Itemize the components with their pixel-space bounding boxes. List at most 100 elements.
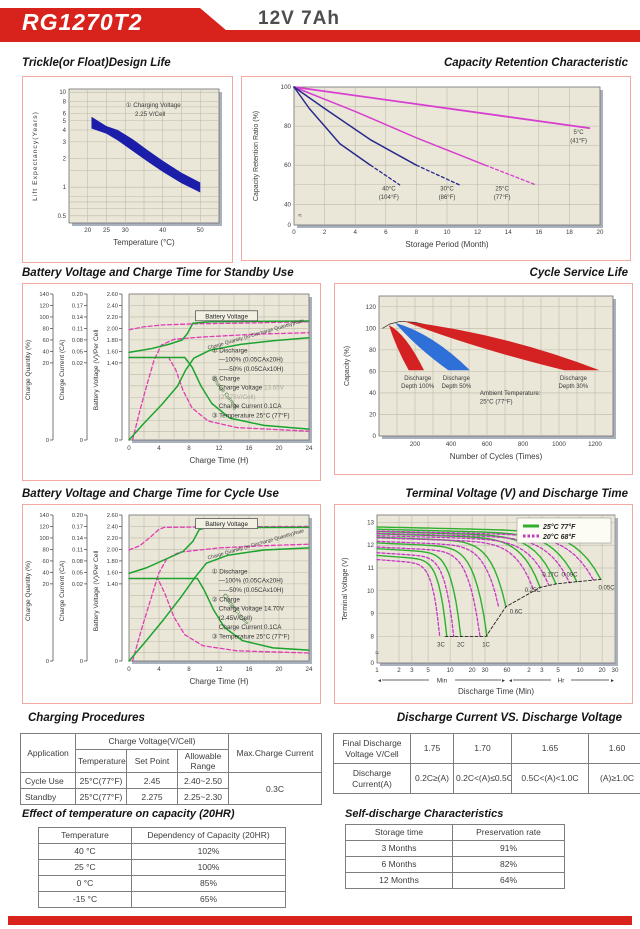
svg-text:20: 20 xyxy=(599,667,606,674)
svg-text:2.40: 2.40 xyxy=(107,524,118,530)
svg-text:20: 20 xyxy=(43,582,49,588)
svg-text:14: 14 xyxy=(505,229,512,236)
svg-text:Battery Voltage (V)/Per Cell: Battery Voltage (V)/Per Cell xyxy=(93,329,100,410)
svg-text:0: 0 xyxy=(46,659,49,665)
svg-text:Charge Voltage 14.70V: Charge Voltage 14.70V xyxy=(219,606,285,613)
svg-text:Ambient Temperature:: Ambient Temperature: xyxy=(480,390,541,397)
cell: Standby xyxy=(20,788,76,806)
svg-text:600: 600 xyxy=(482,441,493,448)
svg-text:5: 5 xyxy=(63,119,67,125)
svg-text:① Charging Voltage: ① Charging Voltage xyxy=(126,102,181,109)
svg-text:Min: Min xyxy=(437,678,448,685)
cell: 64% xyxy=(452,872,565,889)
panel-cycle-life: 0 20 40 60 80 100 120 200 400 600 800 1000 1200 Disch… xyxy=(334,283,633,475)
cell: 85% xyxy=(131,875,286,892)
header-cell: Set Point xyxy=(126,748,178,774)
footer-stripe xyxy=(8,916,632,925)
svg-text:30: 30 xyxy=(612,667,619,674)
svg-text:6: 6 xyxy=(384,229,388,236)
svg-text:8: 8 xyxy=(187,445,191,452)
title-design-life: Trickle(or Float)Design Life xyxy=(22,57,171,69)
svg-text:8: 8 xyxy=(415,229,419,236)
self-discharge-table: Storage time Preservation rate 3 Months 9… xyxy=(345,824,565,889)
svg-text:0.09C: 0.09C xyxy=(562,573,579,579)
cell: (A)≥1.0C xyxy=(588,763,640,794)
header-cell: Temperature xyxy=(75,748,127,774)
svg-text:20: 20 xyxy=(84,227,91,234)
svg-text:2C: 2C xyxy=(457,642,465,648)
svg-text:0.20: 0.20 xyxy=(72,513,83,519)
svg-text:1.80: 1.80 xyxy=(107,559,118,565)
svg-text:12: 12 xyxy=(216,445,223,452)
svg-text:Discharge: Discharge xyxy=(443,376,471,382)
svg-text:Charge Quantity (%): Charge Quantity (%) xyxy=(25,340,32,400)
svg-text:►: ► xyxy=(610,678,615,684)
title-self-discharge: Self-discharge Characteristics xyxy=(345,808,504,820)
svg-text:1.40: 1.40 xyxy=(107,582,118,588)
table-row: Cycle Use 25°C(77°F) 2.45 2.40~2.50 0.3C xyxy=(20,772,322,806)
svg-text:24: 24 xyxy=(306,666,313,673)
svg-text:2.60: 2.60 xyxy=(107,292,118,298)
svg-text:16: 16 xyxy=(246,445,253,452)
svg-text:≈: ≈ xyxy=(298,212,302,219)
table-row: 12 Months 64% xyxy=(345,872,565,889)
svg-text:0.02: 0.02 xyxy=(72,582,83,588)
svg-text:80: 80 xyxy=(43,547,49,553)
svg-text:1200: 1200 xyxy=(588,441,602,448)
svg-text:1: 1 xyxy=(63,185,67,191)
svg-text:—100% (0.05CAx20H): —100% (0.05CAx20H) xyxy=(219,357,283,364)
svg-text:2.40: 2.40 xyxy=(107,303,118,309)
table-row: Standby 25°C(77°F) 2.275 2.25~2.30 xyxy=(20,788,322,806)
svg-text:Capacity Retention Ratio (%): Capacity Retention Ratio (%) xyxy=(253,111,260,201)
svg-text:40: 40 xyxy=(43,349,49,355)
svg-text:③ Temperature 25°C (77°F): ③ Temperature 25°C (77°F) xyxy=(212,412,290,420)
svg-text:40: 40 xyxy=(284,201,291,208)
table-row: 6 Months 82% xyxy=(345,856,565,873)
svg-text:① Discharge: ① Discharge xyxy=(212,568,248,575)
svg-text:② Charge: ② Charge xyxy=(212,596,241,603)
svg-text:4: 4 xyxy=(157,666,161,673)
svg-text:3C: 3C xyxy=(437,642,445,648)
svg-text:800: 800 xyxy=(518,441,529,448)
svg-text:18: 18 xyxy=(566,229,573,236)
svg-text:8: 8 xyxy=(63,99,67,105)
svg-text:Charge Current (CA): Charge Current (CA) xyxy=(59,561,66,622)
svg-text:Capacity (%): Capacity (%) xyxy=(344,346,351,386)
svg-text:Depth 50%: Depth 50% xyxy=(442,384,472,390)
svg-text:5°C: 5°C xyxy=(574,130,585,136)
svg-text:120: 120 xyxy=(39,524,49,530)
svg-text:0.5: 0.5 xyxy=(58,214,67,220)
cell: 1.75 xyxy=(410,733,454,764)
svg-text:120: 120 xyxy=(39,303,49,309)
svg-text:Discharge Time (Min): Discharge Time (Min) xyxy=(458,687,534,696)
cell: 82% xyxy=(452,856,565,873)
svg-text:0: 0 xyxy=(288,222,292,229)
svg-text:0: 0 xyxy=(127,445,131,452)
design-life-chart: 10 8 6 5 4 3 2 1 0.5 20 25 30 40 50 ① Charging Voltage… xyxy=(32,88,222,247)
svg-text:(41°F): (41°F) xyxy=(570,138,587,144)
panel-charge-standby: Battery Voltage Charge Quantity (to-Disch… xyxy=(22,283,321,481)
svg-text:10: 10 xyxy=(367,588,374,595)
svg-text:2: 2 xyxy=(63,157,67,163)
panel-design-life: 10 8 6 5 4 3 2 1 0.5 20 25 30 40 50 ① Charging Voltage… xyxy=(22,76,233,263)
capacity-retention-chart: 0 40 60 80 100 0 2 4 6 8 10 12 14 16 18 20 ≈5°C (41°F) 25°… xyxy=(253,84,604,249)
svg-text:0.11: 0.11 xyxy=(72,326,83,332)
svg-text:Charge Quantity (%): Charge Quantity (%) xyxy=(25,561,32,621)
header-cell: Application xyxy=(20,732,76,774)
cell: 102% xyxy=(131,843,286,860)
svg-text:20: 20 xyxy=(276,445,283,452)
svg-text:80: 80 xyxy=(43,326,49,332)
svg-text:40: 40 xyxy=(159,227,166,234)
table-row: Temperature Dependency of Capacity (20HR… xyxy=(38,827,286,844)
svg-text:80: 80 xyxy=(284,123,291,130)
svg-text:Lift Expectancy(Years): Lift Expectancy(Years) xyxy=(32,111,39,201)
svg-text:0.08: 0.08 xyxy=(72,338,83,344)
cell: 6 Months xyxy=(345,856,453,873)
svg-text:20: 20 xyxy=(597,229,604,236)
svg-text:30: 30 xyxy=(122,227,129,234)
cell: 2.25~2.30 xyxy=(177,788,229,806)
svg-text:1.80: 1.80 xyxy=(107,338,118,344)
panel-capacity-retention: 0 40 60 80 100 0 2 4 6 8 10 12 14 16 18 20 ≈5°C (41°F) 25°… xyxy=(241,76,631,261)
table-row: -15 °C 65% xyxy=(38,891,286,908)
